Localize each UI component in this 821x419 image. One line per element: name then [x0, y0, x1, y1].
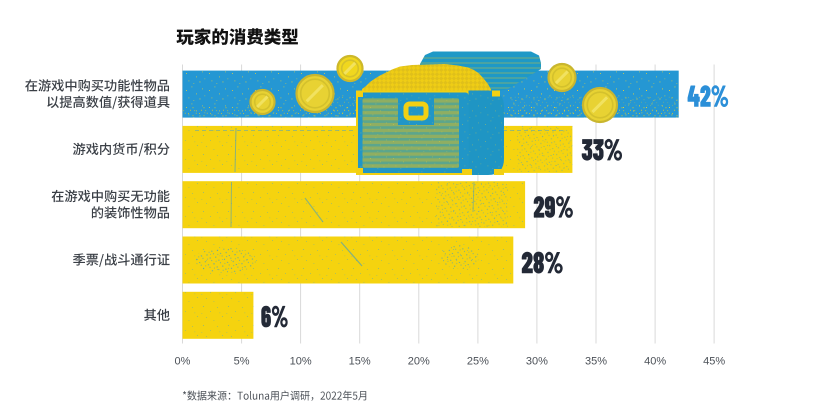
svg-text:10%: 10% [290, 356, 312, 368]
svg-text:0%: 0% [175, 356, 191, 368]
svg-text:25%: 25% [467, 356, 489, 368]
svg-text:35%: 35% [585, 356, 607, 368]
svg-text:20%: 20% [408, 356, 430, 368]
svg-text:30%: 30% [526, 356, 548, 368]
svg-text:40%: 40% [644, 356, 666, 368]
svg-text:5%: 5% [234, 356, 250, 368]
svg-text:45%: 45% [703, 356, 725, 368]
svg-text:15%: 15% [349, 356, 371, 368]
